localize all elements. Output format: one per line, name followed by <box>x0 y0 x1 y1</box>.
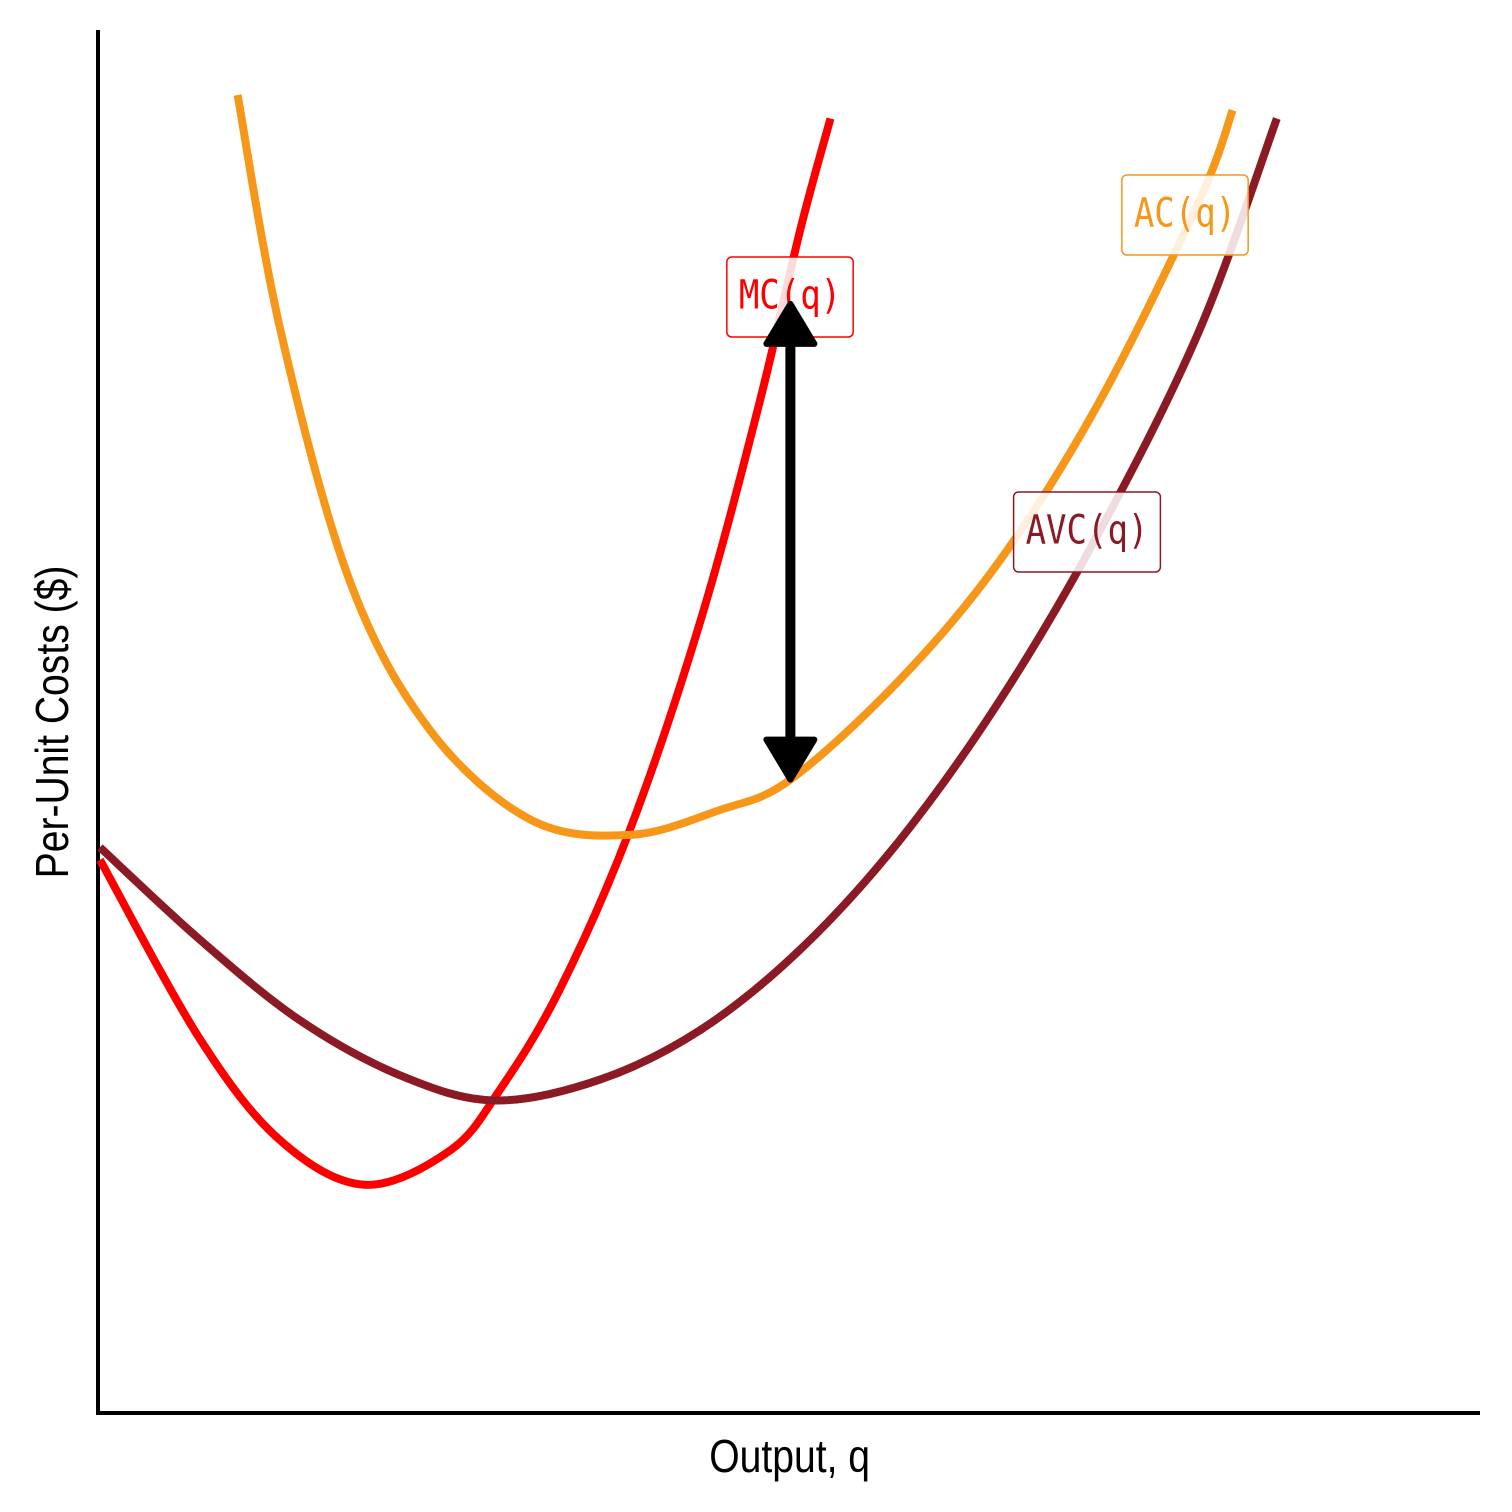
x-axis-title: Output, q <box>709 1431 870 1483</box>
label-box <box>1012 491 1162 573</box>
y-axis-title: Per-Unit Costs ($) <box>27 566 79 879</box>
curve-label: AC(q) <box>1121 174 1249 256</box>
arrow-head <box>763 300 818 347</box>
line <box>97 117 1281 1105</box>
line <box>233 94 1237 840</box>
series-label: AVC(q) <box>1026 507 1149 553</box>
curve-label: MC(q) <box>726 256 854 338</box>
label-box <box>1121 174 1249 256</box>
arrow-head <box>763 736 818 783</box>
series-label: AC(q) <box>1134 190 1236 236</box>
line <box>96 117 835 1189</box>
curve-label: AVC(q) <box>1012 491 1162 573</box>
